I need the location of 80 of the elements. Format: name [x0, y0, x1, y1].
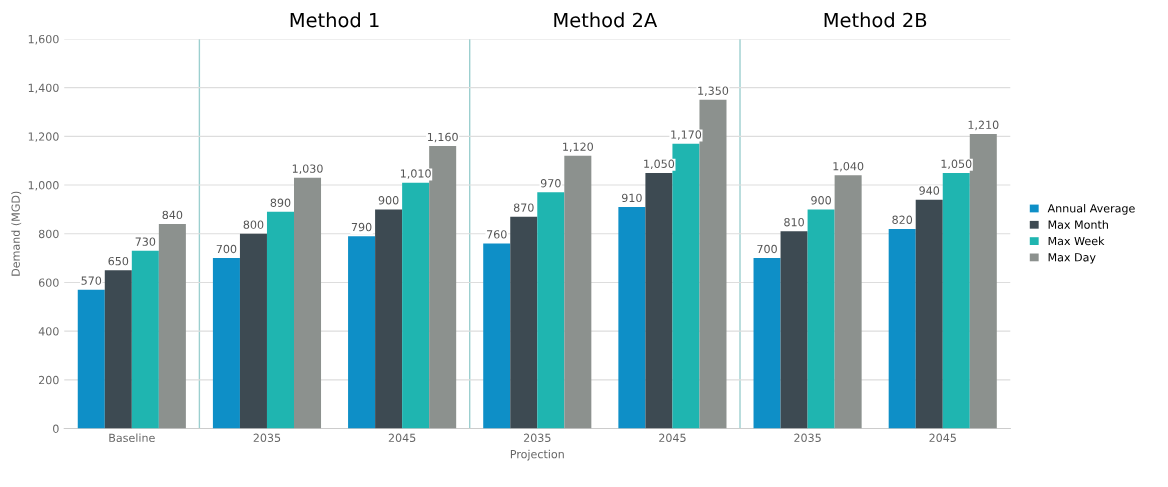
bar — [131, 250, 159, 429]
data-label: 810 — [784, 217, 804, 227]
y-tick-label: 0 — [53, 424, 59, 433]
bar — [483, 243, 511, 429]
x-tick-label: 2045 — [659, 433, 686, 443]
data-label: 940 — [919, 186, 940, 195]
x-axis-title: Projection — [510, 449, 564, 461]
bar — [537, 192, 565, 429]
bar — [618, 206, 646, 429]
text: Method 2B — [824, 12, 927, 28]
data-label: 970 — [540, 179, 561, 188]
x-tick-label: 2045 — [388, 433, 416, 443]
bar — [239, 233, 267, 429]
data-label: 1,050 — [644, 159, 675, 170]
y-tick-label: 1,400 — [28, 83, 59, 94]
bar — [915, 199, 943, 429]
data-label: 790 — [351, 222, 372, 232]
bar — [348, 236, 376, 429]
data-label: 840 — [162, 210, 183, 220]
data-label: 1,210 — [968, 120, 999, 131]
bar — [888, 228, 916, 429]
bar — [564, 155, 592, 429]
data-label: 1,030 — [292, 164, 323, 174]
legend-label: Max Week — [1048, 236, 1105, 246]
data-label: 1,040 — [833, 161, 864, 172]
data-label: 650 — [108, 256, 129, 266]
data-label: 760 — [487, 230, 507, 239]
bar — [807, 209, 835, 429]
data-label: 910 — [621, 193, 642, 203]
bar — [212, 258, 240, 429]
data-label: 570 — [81, 276, 102, 285]
legend-label: Annual Average — [1047, 203, 1135, 215]
bar — [645, 172, 673, 429]
bar — [266, 211, 294, 429]
data-label: 1,010 — [400, 169, 431, 179]
y-tick-label: 800 — [38, 229, 59, 239]
legend-label: Max Day — [1048, 253, 1096, 264]
data-label: 1,170 — [671, 130, 702, 140]
legend-label: Max Month — [1048, 220, 1108, 229]
bar — [77, 289, 105, 429]
data-label: 800 — [243, 220, 264, 229]
data-label: 820 — [892, 215, 913, 224]
bar — [834, 175, 862, 429]
x-tick-label: 2035 — [523, 433, 551, 443]
bar — [753, 258, 781, 429]
bar — [402, 182, 430, 429]
bar — [510, 216, 538, 429]
text: Method 1 — [290, 12, 379, 28]
x-tick-label: 2035 — [253, 433, 281, 443]
bar — [375, 209, 403, 429]
data-label: 1,160 — [427, 132, 458, 143]
bar — [780, 231, 808, 429]
bar — [942, 172, 970, 429]
y-tick-label: 400 — [38, 327, 59, 336]
x-tick-label: 2045 — [929, 433, 956, 443]
data-label: 1,350 — [698, 86, 729, 97]
data-label: 700 — [757, 244, 777, 254]
data-label: 730 — [135, 237, 156, 246]
y-tick-label: 200 — [38, 375, 59, 385]
bar — [699, 99, 727, 429]
bar — [672, 143, 700, 429]
y-axis-title: Demand (MGD) — [11, 191, 22, 276]
bar — [158, 224, 186, 429]
y-tick-label: 600 — [38, 278, 59, 287]
data-label: 890 — [270, 198, 291, 207]
bar — [429, 146, 457, 429]
data-label: 1,050 — [941, 159, 972, 170]
bar — [294, 177, 322, 429]
y-tick-label: 1,200 — [28, 132, 59, 142]
data-label: 900 — [811, 196, 831, 205]
data-label: 900 — [378, 196, 399, 205]
bar — [104, 270, 132, 429]
data-label: 1,120 — [563, 142, 593, 153]
data-label: 700 — [216, 244, 237, 254]
data-label: 870 — [513, 203, 534, 212]
y-tick-label: 1,000 — [28, 181, 59, 191]
y-tick-label: 1,600 — [28, 34, 59, 45]
x-tick-label: Baseline — [109, 433, 155, 443]
x-tick-label: 2035 — [794, 433, 821, 443]
text: Method 2A — [554, 12, 658, 28]
